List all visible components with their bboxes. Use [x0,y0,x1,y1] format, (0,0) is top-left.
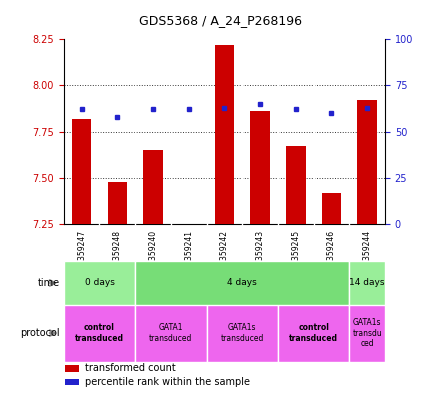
Bar [206,305,278,362]
Bar [65,365,79,372]
Text: 0 days: 0 days [84,279,114,287]
Text: GSM1359241: GSM1359241 [184,230,193,281]
Text: protocol: protocol [20,328,59,338]
Text: percentile rank within the sample: percentile rank within the sample [85,377,250,387]
Text: GSM1359245: GSM1359245 [291,230,300,281]
Text: transformed count: transformed count [85,364,176,373]
Bar [143,150,163,224]
Text: 4 days: 4 days [227,279,257,287]
Text: GSM1359240: GSM1359240 [149,230,158,281]
Bar [64,261,135,305]
Text: GSM1359248: GSM1359248 [113,230,122,281]
Bar [322,193,341,224]
Text: GDS5368 / A_24_P268196: GDS5368 / A_24_P268196 [139,14,301,27]
Bar [215,45,234,224]
Text: GSM1359243: GSM1359243 [256,230,264,281]
Bar [349,261,385,305]
Bar [107,182,127,224]
Bar [65,379,79,386]
Text: control
transduced: control transduced [75,323,124,343]
Bar [72,119,92,224]
Text: GSM1359242: GSM1359242 [220,230,229,281]
Text: 14 days: 14 days [349,279,385,287]
Bar [250,111,270,224]
Bar [349,305,385,362]
Text: GSM1359244: GSM1359244 [363,230,372,281]
Bar [135,305,206,362]
Text: GATA1
transduced: GATA1 transduced [149,323,193,343]
Bar [64,305,135,362]
Bar [135,261,349,305]
Text: GSM1359246: GSM1359246 [327,230,336,281]
Text: GSM1359247: GSM1359247 [77,230,86,281]
Text: control
transduced: control transduced [289,323,338,343]
Bar [278,305,349,362]
Text: GATA1s
transduced: GATA1s transduced [220,323,264,343]
Bar [286,147,306,224]
Text: time: time [37,278,59,288]
Text: GATA1s
transdu
ced: GATA1s transdu ced [352,318,382,348]
Bar [357,100,377,224]
